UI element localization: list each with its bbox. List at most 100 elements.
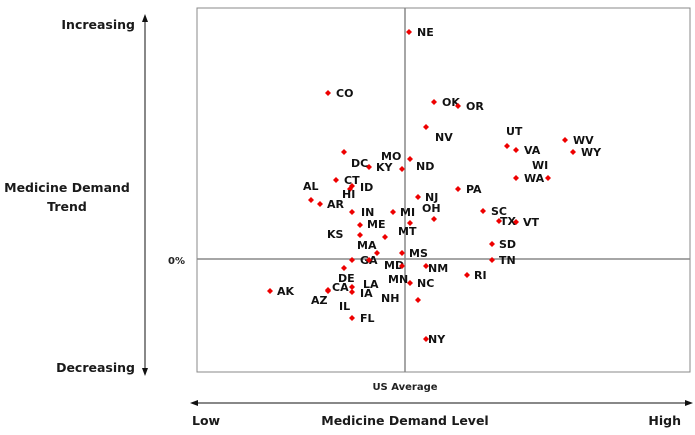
y-bottom-label: Decreasing xyxy=(56,360,135,375)
point-label-al: AL xyxy=(303,180,319,193)
point-label-ny: NY xyxy=(428,333,446,346)
x-low-label: Low xyxy=(192,413,221,428)
point-hi xyxy=(347,186,353,192)
point-ky xyxy=(399,166,405,172)
point-label-mo: MO xyxy=(381,150,401,163)
point-fl xyxy=(349,315,355,321)
point-label-ia: IA xyxy=(360,287,373,300)
point-il xyxy=(349,284,355,290)
point-label-dc: DC xyxy=(351,157,368,170)
point-label-sc: SC xyxy=(491,205,507,218)
point-in xyxy=(349,209,355,215)
point-me xyxy=(357,222,363,228)
point-ut xyxy=(504,143,510,149)
point-label-il: IL xyxy=(339,300,350,313)
point-ia xyxy=(349,289,355,295)
point-or xyxy=(455,103,461,109)
point-label-nc: NC xyxy=(417,277,434,290)
point-label-in: IN xyxy=(361,206,374,219)
point-label-ms: MS xyxy=(409,247,428,260)
point-label-wv: WV xyxy=(573,134,594,147)
point-label-wi: WI xyxy=(532,159,548,172)
point-label-mn: MN xyxy=(388,273,408,286)
point-label-ma: MA xyxy=(357,239,377,252)
point-ak xyxy=(267,288,273,294)
point-sd xyxy=(489,241,495,247)
point-la xyxy=(341,265,347,271)
point-tn xyxy=(489,257,495,263)
point-label-id: ID xyxy=(360,181,373,194)
point-label-oh: OH xyxy=(422,202,441,215)
point-ks xyxy=(357,232,363,238)
point-label-md: MD xyxy=(384,259,404,272)
point-de xyxy=(366,257,372,263)
point-label-az: AZ xyxy=(311,294,328,307)
point-label-mi: MI xyxy=(400,206,415,219)
y-axis-title-line1: Medicine Demand xyxy=(4,180,130,195)
point-ok xyxy=(431,99,437,105)
plot-frame xyxy=(196,7,691,373)
point-label-vt: VT xyxy=(523,216,540,229)
point-nd xyxy=(407,156,413,162)
point-co xyxy=(325,90,331,96)
point-label-nm: NM xyxy=(428,262,448,275)
point-label-tn: TN xyxy=(499,254,516,267)
point-az xyxy=(325,288,331,294)
point-nh xyxy=(415,297,421,303)
point-label-va: VA xyxy=(524,144,541,157)
point-ri xyxy=(464,272,470,278)
point-va xyxy=(513,147,519,153)
point-label-wa: WA xyxy=(524,172,545,185)
point-ar xyxy=(317,201,323,207)
point-mo xyxy=(341,149,347,155)
point-label-mt: MT xyxy=(398,225,417,238)
point-wy xyxy=(570,149,576,155)
y-center-label: 0% xyxy=(168,256,185,267)
point-label-ar: AR xyxy=(327,198,345,211)
point-nc xyxy=(407,280,413,286)
point-label-ri: RI xyxy=(474,269,487,282)
point-label-ut: UT xyxy=(506,125,523,138)
point-label-ky: KY xyxy=(376,161,394,174)
point-label-nh: NH xyxy=(381,292,399,305)
point-wa xyxy=(513,175,519,181)
point-sc xyxy=(480,208,486,214)
point-vt xyxy=(513,219,519,225)
point-wi xyxy=(545,175,551,181)
point-pa xyxy=(455,186,461,192)
point-label-fl: FL xyxy=(360,312,375,325)
point-label-nv: NV xyxy=(435,131,453,144)
y-top-label: Increasing xyxy=(61,17,135,32)
y-axis-title-line2: Trend xyxy=(47,199,87,214)
x-high-label: High xyxy=(648,413,681,428)
point-mi xyxy=(390,209,396,215)
point-label-wy: WY xyxy=(581,146,602,159)
point-label-ne: NE xyxy=(417,26,434,39)
point-oh xyxy=(431,216,437,222)
x-axis-title: Medicine Demand Level xyxy=(321,413,488,428)
point-ny xyxy=(423,336,429,342)
point-label-la: LA xyxy=(363,278,379,291)
point-label-nd: ND xyxy=(416,160,434,173)
point-label-tx: TX xyxy=(500,215,517,228)
point-nv xyxy=(423,124,429,130)
point-mt xyxy=(407,220,413,226)
point-nj xyxy=(415,194,421,200)
point-label-ks: KS xyxy=(327,228,344,241)
point-ga xyxy=(349,257,355,263)
point-label-ak: AK xyxy=(277,285,295,298)
point-label-nj: NJ xyxy=(425,191,438,204)
point-mn xyxy=(399,263,405,269)
point-al xyxy=(308,197,314,203)
point-dc xyxy=(366,164,372,170)
point-md xyxy=(374,250,380,256)
point-label-pa: PA xyxy=(466,183,482,196)
point-label-sd: SD xyxy=(499,238,516,251)
point-label-me: ME xyxy=(367,218,385,231)
point-label-hi: HI xyxy=(342,188,355,201)
x-center-label: US Average xyxy=(372,382,437,393)
point-ne xyxy=(406,29,412,35)
point-ms xyxy=(399,250,405,256)
point-ct xyxy=(333,177,339,183)
